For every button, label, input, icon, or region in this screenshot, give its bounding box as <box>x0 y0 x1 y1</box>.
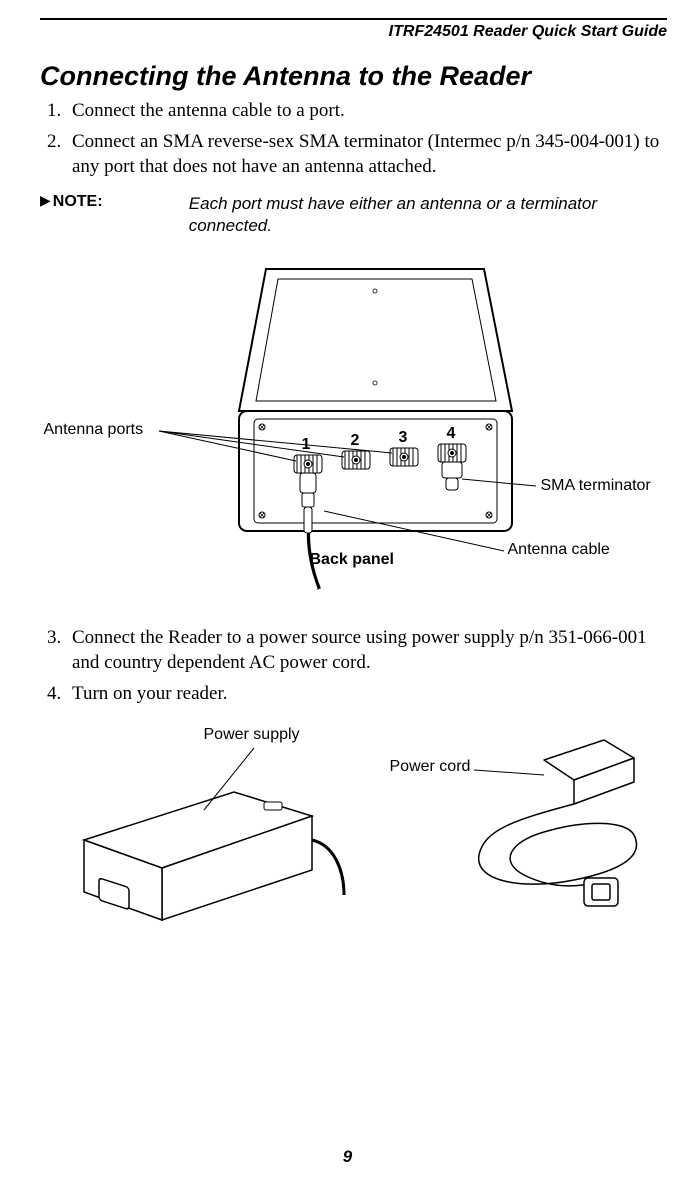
running-title: ITRF24501 Reader Quick Start Guide <box>389 23 667 40</box>
figure-power: Power supply Power cord <box>44 720 664 930</box>
port-label-1: 1 <box>302 436 311 454</box>
step-1: Connect the antenna cable to a port. <box>66 98 667 123</box>
callout-antenna-cable: Antenna cable <box>508 541 610 559</box>
port-label-2: 2 <box>351 432 360 450</box>
callout-back-panel: Back panel <box>310 551 394 569</box>
step-4: Turn on your reader. <box>66 681 667 706</box>
step-2: Connect an SMA reverse-sex SMA terminato… <box>66 129 667 179</box>
note-text: Each port must have either an antenna or… <box>189 193 667 237</box>
note-marker-icon: ▶ <box>40 193 51 209</box>
power-svg <box>44 720 664 930</box>
step-3: Connect the Reader to a power source usi… <box>66 625 667 675</box>
note-block: ▶ NOTE: Each port must have either an an… <box>40 193 667 237</box>
running-header: ITRF24501 Reader Quick Start Guide <box>40 18 667 41</box>
callout-sma-terminator: SMA terminator <box>541 477 651 495</box>
callout-power-cord: Power cord <box>390 758 471 776</box>
callout-power-supply: Power supply <box>204 726 300 744</box>
callout-antenna-ports: Antenna ports <box>44 421 144 439</box>
steps-list-a: Connect the antenna cable to a port. Con… <box>66 98 667 179</box>
section-title: Connecting the Antenna to the Reader <box>40 61 667 92</box>
note-label: NOTE: <box>53 193 189 211</box>
port-label-3: 3 <box>399 429 408 447</box>
steps-list-b: Connect the Reader to a power source usi… <box>66 625 667 706</box>
port-label-4: 4 <box>447 425 456 443</box>
figure-reader-back-panel: Antenna ports SMA terminator Antenna cab… <box>44 251 664 591</box>
page-number: 9 <box>0 1147 695 1167</box>
